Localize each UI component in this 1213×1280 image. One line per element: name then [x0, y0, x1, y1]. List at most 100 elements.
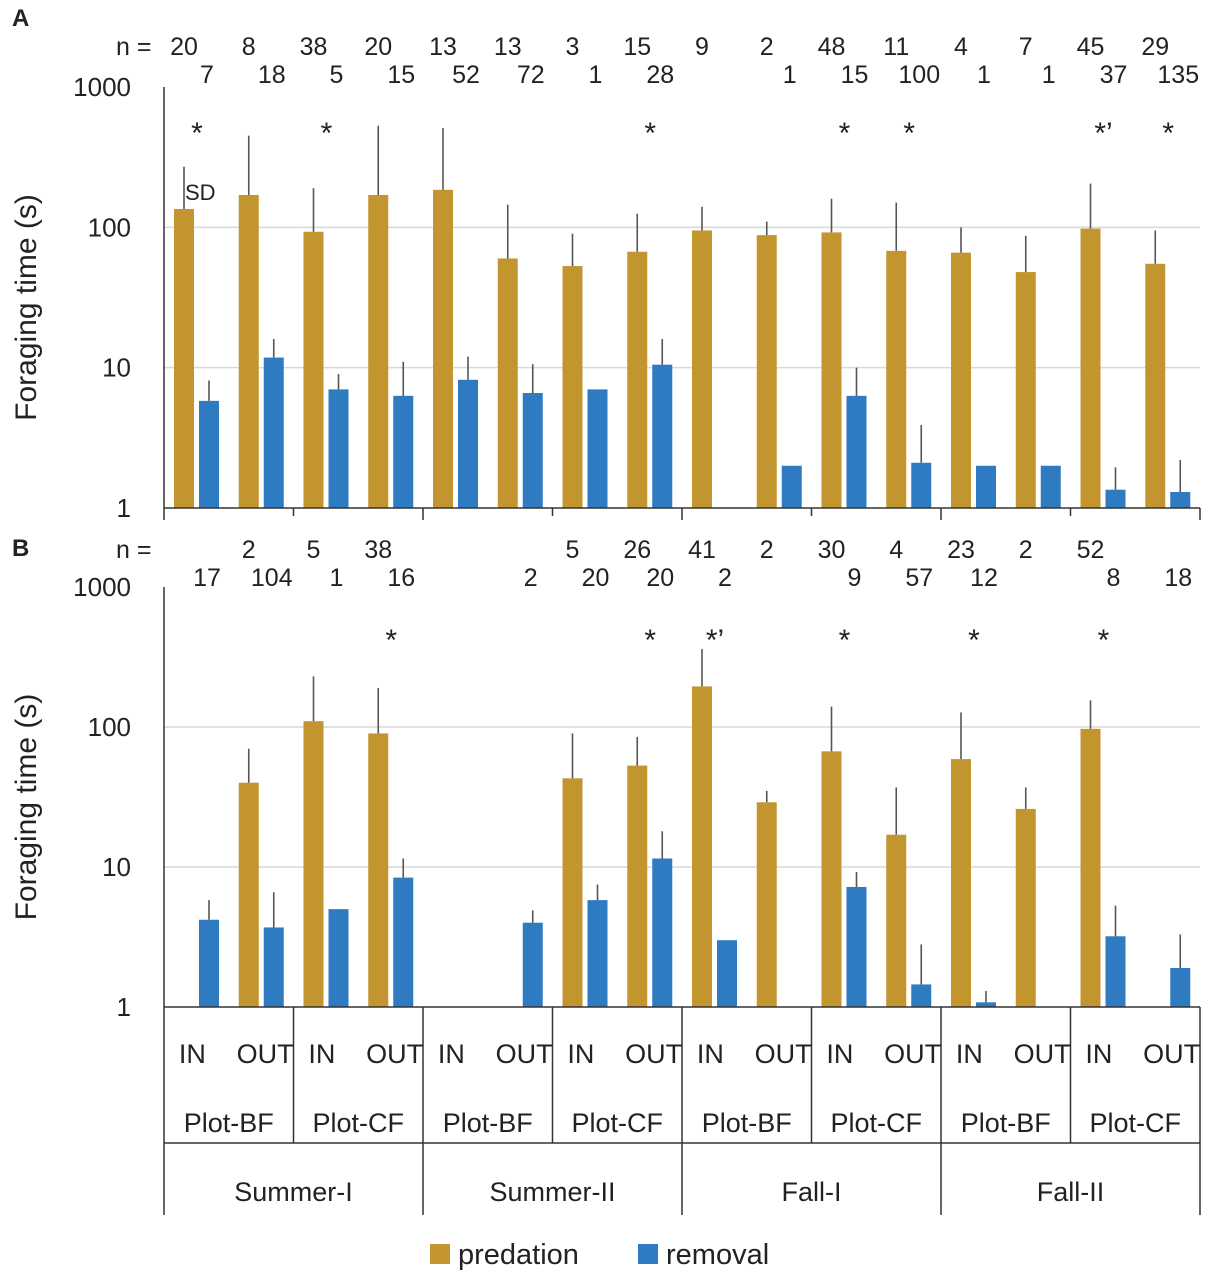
n-predation-label: 15 — [623, 33, 651, 61]
plot-label: Plot-BF — [702, 1108, 792, 1138]
significance-marker: * — [644, 624, 656, 657]
season-label: Summer-II — [489, 1177, 615, 1207]
predation-bar — [303, 721, 324, 1007]
sd-annotation: SD — [185, 180, 216, 205]
position-label: IN — [567, 1039, 594, 1069]
removal-bar — [587, 900, 608, 1007]
y-tick-label: 10 — [102, 353, 131, 383]
plot-label: Plot-BF — [961, 1108, 1051, 1138]
n-removal-label: 7 — [200, 61, 214, 89]
n-removal-label: 18 — [1164, 564, 1192, 592]
position-label: OUT — [237, 1039, 294, 1069]
position-label: IN — [308, 1039, 335, 1069]
y-tick-label: 1 — [117, 992, 131, 1022]
n-removal-label: 18 — [258, 61, 286, 89]
significance-marker: * — [903, 117, 915, 150]
y-tick-label: 10 — [102, 852, 131, 882]
position-label: OUT — [884, 1039, 941, 1069]
n-predation-label: 52 — [1077, 536, 1105, 564]
n-removal-label: 15 — [387, 61, 415, 89]
n-predation-label: 2 — [760, 536, 774, 564]
predation-bar — [368, 194, 389, 509]
y-tick-label: 100 — [88, 712, 131, 742]
n-prefix: n = — [116, 33, 151, 61]
y-tick-label: 1 — [117, 493, 131, 523]
plot-label: Plot-BF — [443, 1108, 533, 1138]
n-removal-label: 1 — [1042, 61, 1056, 89]
position-label: IN — [1085, 1039, 1112, 1069]
removal-bar — [911, 462, 932, 508]
removal-bar — [846, 886, 867, 1007]
n-predation-label: 2 — [1019, 536, 1033, 564]
predation-bar — [1145, 263, 1166, 508]
panel-letter-a: A — [12, 5, 29, 32]
significance-marker: *’ — [706, 624, 724, 657]
predation-bar — [627, 251, 648, 508]
removal-bar — [1170, 492, 1191, 508]
removal-bar — [781, 465, 802, 508]
n-predation-label: 5 — [566, 536, 580, 564]
predation-bar — [433, 189, 453, 508]
season-label: Summer-I — [234, 1177, 353, 1207]
category-axis-table: IN OUT IN OUT IN OUT IN OUT IN OUT IN OUT IN OUT IN OUT… — [163, 1006, 1201, 1215]
n-predation-label: 9 — [695, 33, 709, 61]
n-predation-label: 3 — [566, 33, 580, 61]
removal-bar — [328, 389, 349, 508]
n-predation-label: 13 — [494, 33, 522, 61]
n-predation-label: 45 — [1077, 33, 1105, 61]
predation-bar — [1080, 228, 1101, 508]
n-predation-label: 20 — [170, 33, 198, 61]
n-removal-label: 20 — [582, 564, 610, 592]
predation-bar — [1080, 728, 1101, 1007]
n-predation-label: 2 — [242, 536, 256, 564]
plot-label: Plot-CF — [571, 1108, 663, 1138]
removal-bar — [1105, 936, 1126, 1007]
removal-bar — [263, 927, 284, 1007]
predation-bar — [238, 194, 259, 509]
predation-bar — [951, 252, 971, 508]
predation-bar — [238, 782, 259, 1007]
y-axis-label: Foraging time (s) — [10, 194, 43, 421]
plot-label: Plot-BF — [184, 1108, 274, 1138]
position-label: OUT — [1143, 1039, 1200, 1069]
n-removal-label: 1 — [977, 61, 991, 89]
removal-bar — [1040, 465, 1061, 508]
plot-label: Plot-CF — [312, 1108, 404, 1138]
y-tick-label: 1000 — [73, 572, 131, 602]
n-predation-label: 5 — [307, 536, 321, 564]
predation-bar — [627, 765, 648, 1007]
removal-bar — [652, 858, 673, 1007]
n-removal-label: 57 — [905, 564, 933, 592]
position-label: IN — [697, 1039, 724, 1069]
predation-bar — [497, 258, 518, 508]
n-removal-label: 9 — [848, 564, 862, 592]
removal-bar — [911, 984, 932, 1007]
predation-bar — [886, 250, 907, 508]
predation-bar — [368, 733, 389, 1007]
n-removal-label: 5 — [330, 61, 344, 89]
legend-swatch-predation — [430, 1244, 450, 1264]
significance-marker: *’ — [1094, 117, 1112, 150]
n-predation-label: 26 — [623, 536, 651, 564]
removal-bar — [976, 465, 996, 508]
removal-bar — [846, 395, 867, 508]
removal-bar — [522, 922, 543, 1007]
predation-bar — [1015, 808, 1036, 1007]
removal-bar — [717, 940, 737, 1007]
predation-bar — [821, 232, 842, 509]
legend: predation removal — [430, 1239, 769, 1271]
position-label: OUT — [755, 1039, 812, 1069]
significance-marker: * — [839, 624, 851, 657]
n-predation-label: 29 — [1141, 33, 1169, 61]
position-label: IN — [956, 1039, 983, 1069]
removal-bar — [328, 909, 349, 1007]
season-label: Fall-II — [1037, 1177, 1105, 1207]
removal-bar — [393, 877, 414, 1007]
predation-bar — [756, 802, 777, 1007]
n-removal-label: 1 — [330, 564, 344, 592]
n-predation-label: 4 — [889, 536, 903, 564]
removal-bar — [1105, 489, 1126, 508]
predation-bar — [174, 209, 194, 509]
